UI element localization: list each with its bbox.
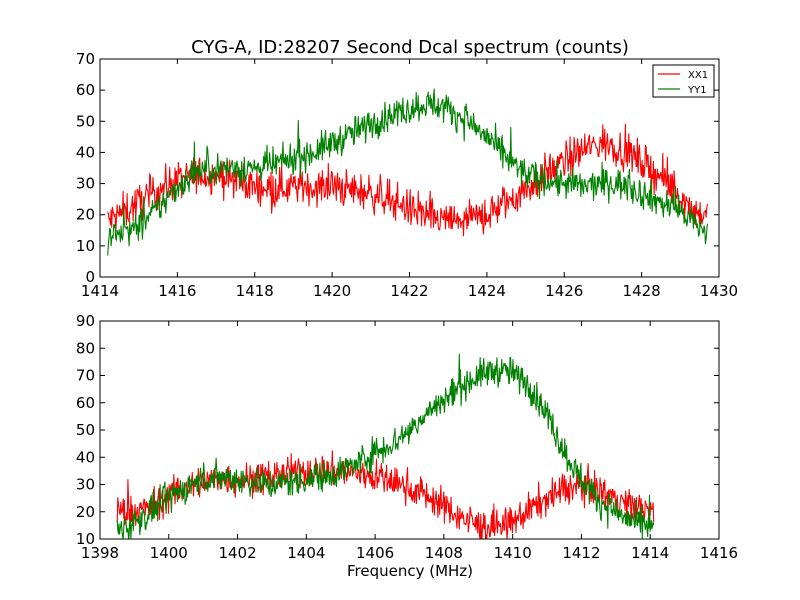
y-tick-label: 60	[76, 81, 95, 99]
chart-title: CYG-A, ID:28207 Second Dcal spectrum (co…	[191, 37, 629, 58]
y-tick-label: 30	[76, 476, 95, 494]
x-tick-label: 1410	[494, 544, 532, 562]
legend-label-xx1: XX1	[688, 70, 708, 81]
x-tick-label: 1408	[425, 544, 463, 562]
y-tick-label: 30	[76, 175, 95, 193]
x-tick-label: 1422	[390, 282, 428, 300]
legend-box	[652, 64, 715, 98]
y-tick-label: 40	[76, 143, 95, 161]
x-tick-label: 1404	[287, 544, 325, 562]
y-tick-label: 10	[76, 237, 95, 255]
y-tick-label: 20	[76, 503, 95, 521]
y-tick-label: 40	[76, 448, 95, 466]
x-tick-label: 1398	[81, 544, 119, 562]
x-tick-label: 1426	[545, 282, 583, 300]
y-tick-label: 70	[76, 367, 95, 385]
series-yy1-line	[107, 88, 708, 256]
series-yy1-line	[116, 353, 655, 540]
x-tick-label: 1400	[150, 544, 188, 562]
x-axis-label: Frequency (MHz)	[347, 562, 473, 580]
x-tick-label: 1418	[236, 282, 274, 300]
x-tick-label: 1414	[81, 282, 119, 300]
x-tick-label: 1420	[313, 282, 351, 300]
series-xx1-line	[107, 123, 708, 237]
x-tick-label: 1430	[700, 282, 738, 300]
y-tick-label: 80	[76, 339, 95, 357]
y-tick-label: 0	[85, 268, 95, 286]
x-tick-label: 1406	[356, 544, 394, 562]
panel-1: 1414 1416 1418 1420 1422 1424 1426 1428 1430 0 10 2…	[76, 50, 738, 300]
y-tick-label: 90	[76, 312, 95, 330]
x-tick-label: 1416	[700, 544, 738, 562]
x-tick-label: 1428	[623, 282, 661, 300]
y-tick-label: 10	[76, 530, 95, 548]
x-tick-label: 1416	[158, 282, 196, 300]
y-tick-label: 70	[76, 50, 95, 68]
x-tick-label: 1412	[562, 544, 600, 562]
x-tick-label: 1402	[218, 544, 256, 562]
legend-label-yy1: YY1	[687, 85, 707, 96]
y-tick-label: 50	[76, 421, 95, 439]
x-tick-label: 1424	[468, 282, 506, 300]
y-tick-label: 60	[76, 394, 95, 412]
series-xx1-line	[116, 450, 655, 540]
x-tick-label: 1414	[631, 544, 669, 562]
panel-2: 1398 1400 1402 1404 1406 1408 1410 1412 1414 1416…	[76, 312, 738, 562]
y-tick-label: 50	[76, 112, 95, 130]
y-tick-label: 20	[76, 206, 95, 224]
